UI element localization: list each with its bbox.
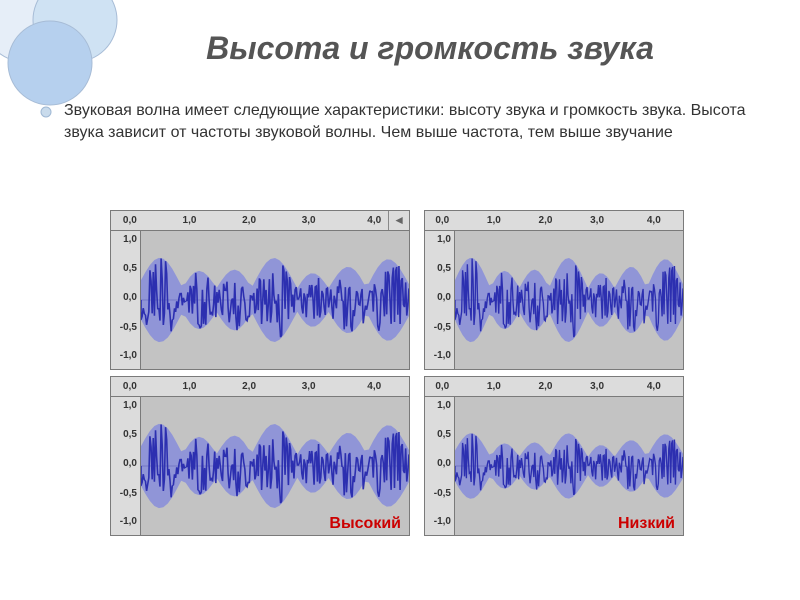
ruler-tick: 3,0 <box>302 215 316 226</box>
panel-label: Высокий <box>327 515 403 533</box>
bullet-icon <box>40 106 52 118</box>
y-tick: 0,5 <box>123 429 137 440</box>
wave-plot <box>141 231 409 369</box>
y-tick: 1,0 <box>437 234 451 245</box>
ruler-tick: 3,0 <box>590 381 604 392</box>
y-tick: -1,0 <box>434 350 451 361</box>
ruler-top: 0,0 1,0 2,0 3,0 4,0 ◄ <box>111 211 409 231</box>
y-tick: 0,5 <box>437 263 451 274</box>
body-area: Звуковая волна имеет следующие характери… <box>40 100 760 161</box>
y-axis: 1,0 0,5 0,0 -0,5 -1,0 <box>111 231 141 369</box>
wave-plot <box>455 231 683 369</box>
ruler-tick: 0,0 <box>123 215 137 226</box>
wave-body: 1,0 0,5 0,0 -0,5 -1,0 <box>425 231 683 369</box>
ruler-tick: 2,0 <box>242 215 256 226</box>
y-tick: 1,0 <box>123 400 137 411</box>
y-tick: 0,0 <box>123 458 137 469</box>
y-tick: 0,0 <box>123 292 137 303</box>
ruler-tick: 1,0 <box>183 215 197 226</box>
ruler-tick: 2,0 <box>539 381 553 392</box>
ruler-tick: 1,0 <box>487 381 501 392</box>
ruler-top: 0,0 1,0 2,0 3,0 4,0 <box>425 211 683 231</box>
ruler-top: 0,0 1,0 2,0 3,0 4,0 <box>425 377 683 397</box>
slide-title: Высота и громкость звука <box>100 30 760 67</box>
y-tick: -0,5 <box>434 488 451 499</box>
y-tick: 0,5 <box>437 429 451 440</box>
wave-body: 1,0 0,5 0,0 -0,5 -1,0 <box>111 231 409 369</box>
ruler-top: 0,0 1,0 2,0 3,0 4,0 <box>111 377 409 397</box>
ruler-tick: 1,0 <box>183 381 197 392</box>
ruler-tick: 0,0 <box>435 381 449 392</box>
wave-panel-bot-left: 0,0 1,0 2,0 3,0 4,0 1,0 0,5 0,0 -0,5 -1,0 Высокий <box>110 376 410 536</box>
y-axis: 1,0 0,5 0,0 -0,5 -1,0 <box>425 231 455 369</box>
y-tick: 0,0 <box>437 458 451 469</box>
ruler-tick: 4,0 <box>647 381 661 392</box>
ruler-tick: 1,0 <box>487 215 501 226</box>
ruler-tick: 3,0 <box>302 381 316 392</box>
ruler-tick: 0,0 <box>123 381 137 392</box>
ruler-tick: 4,0 <box>367 215 381 226</box>
wave-panel-top-left: 0,0 1,0 2,0 3,0 4,0 ◄ 1,0 0,5 0,0 -0,5 -1,0 <box>110 210 410 370</box>
ruler-tick: 4,0 <box>647 215 661 226</box>
panel-label: Низкий <box>616 515 677 533</box>
y-tick: 0,5 <box>123 263 137 274</box>
ruler-tick: 0,0 <box>435 215 449 226</box>
y-axis: 1,0 0,5 0,0 -0,5 -1,0 <box>425 397 455 535</box>
y-tick: -0,5 <box>120 488 137 499</box>
ruler-tick: 2,0 <box>539 215 553 226</box>
body-text: Звуковая волна имеет следующие характери… <box>64 100 760 143</box>
wave-panel-top-right: 0,0 1,0 2,0 3,0 4,0 1,0 0,5 0,0 -0,5 -1,0 <box>424 210 684 370</box>
bullet-row: Звуковая волна имеет следующие характери… <box>40 100 760 143</box>
y-tick: -1,0 <box>120 516 137 527</box>
y-tick: 1,0 <box>123 234 137 245</box>
ruler-tick: 2,0 <box>242 381 256 392</box>
ruler-tick: 3,0 <box>590 215 604 226</box>
y-tick: -0,5 <box>120 322 137 333</box>
ruler-marker-icon: ◄ <box>393 213 405 227</box>
y-tick: 0,0 <box>437 292 451 303</box>
ruler-tick: 4,0 <box>367 381 381 392</box>
y-tick: -1,0 <box>434 516 451 527</box>
wave-panel-bot-right: 0,0 1,0 2,0 3,0 4,0 1,0 0,5 0,0 -0,5 -1,0 Низкий <box>424 376 684 536</box>
waveform-grid: 0,01,02,03,04,0◄1,00,50,0-0,5-1,0 0,01,0… <box>110 210 690 536</box>
y-tick: -0,5 <box>434 322 451 333</box>
y-tick: -1,0 <box>120 350 137 361</box>
y-tick: 1,0 <box>437 400 451 411</box>
y-axis: 1,0 0,5 0,0 -0,5 -1,0 <box>111 397 141 535</box>
